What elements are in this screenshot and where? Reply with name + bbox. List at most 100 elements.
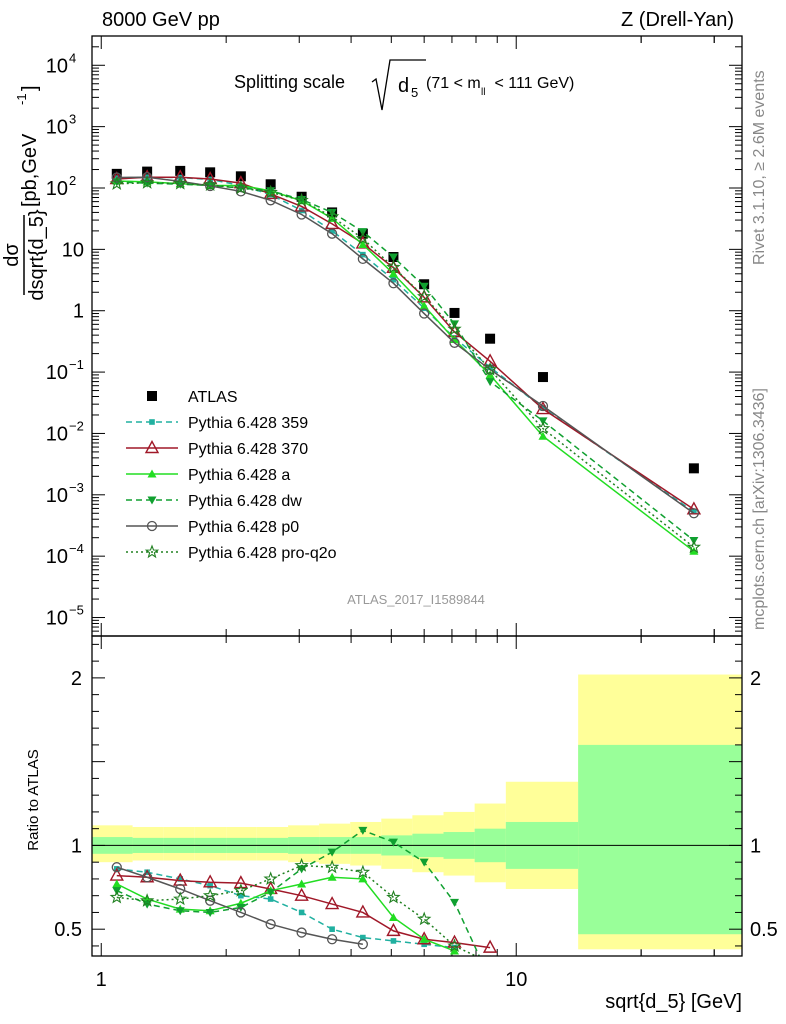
marker-open-star bbox=[386, 889, 401, 904]
header-left: 8000 GeV pp bbox=[102, 9, 220, 31]
marker-open-star bbox=[324, 859, 340, 874]
marker-triangle-down bbox=[388, 838, 398, 847]
series bbox=[112, 178, 699, 546]
marker-open-star bbox=[417, 289, 432, 303]
legend-entry: Pythia 6.428 p0 bbox=[126, 519, 299, 536]
series-line bbox=[116, 176, 695, 513]
marker-open-circle bbox=[357, 939, 369, 950]
x-tick-label: 10 bbox=[505, 969, 527, 991]
marker-open-star bbox=[417, 911, 432, 926]
marker-triangle bbox=[112, 879, 122, 888]
y-tick-base: 10 bbox=[46, 485, 68, 507]
marker-small-square bbox=[487, 364, 493, 371]
marker-open-triangle bbox=[233, 875, 249, 889]
y-tick-exponent: −2 bbox=[69, 418, 84, 433]
y-tick-label: 10 −5 bbox=[46, 603, 84, 630]
marker-triangle-down bbox=[175, 180, 185, 189]
rivet-label: Rivet 3.1.10, ≥ 2.6M events bbox=[751, 70, 768, 265]
marker-square bbox=[147, 391, 157, 401]
series-line bbox=[116, 181, 695, 548]
marker-open-triangle bbox=[294, 887, 309, 901]
x-axis-label: sqrt{d_5} [GeV] bbox=[605, 991, 742, 1013]
marker-open-star bbox=[686, 539, 702, 554]
y-tick-base: 10 bbox=[46, 178, 68, 200]
marker-triangle bbox=[327, 872, 337, 881]
legend-label: Pythia 6.428 pro-q2o bbox=[188, 545, 337, 562]
marker-small-square bbox=[149, 419, 155, 425]
y-tick-exponent: −5 bbox=[69, 603, 84, 618]
x-tick-label: 1 bbox=[96, 969, 107, 991]
ratio-y-tick-label-right: 1 bbox=[750, 835, 761, 857]
marker-open-triangle bbox=[202, 874, 218, 888]
marker-square bbox=[449, 307, 460, 318]
y-tick-exponent: 3 bbox=[69, 112, 76, 127]
marker-open-circle bbox=[419, 308, 430, 319]
marker-open-star bbox=[386, 259, 401, 274]
marker-open-star bbox=[294, 857, 309, 872]
series bbox=[109, 175, 702, 554]
header-right: Z (Drell-Yan) bbox=[621, 9, 734, 31]
marker-open-circle bbox=[141, 872, 153, 883]
marker-small-square bbox=[238, 892, 244, 899]
marker-open-star bbox=[109, 176, 124, 190]
marker-open-star bbox=[263, 871, 278, 886]
marker-open-triangle bbox=[355, 904, 371, 918]
marker-open-star bbox=[233, 180, 249, 195]
y-tick-base: 10 bbox=[62, 239, 84, 261]
y-tick-base: 10 bbox=[46, 608, 68, 630]
marker-triangle-down bbox=[266, 888, 276, 897]
ratio-line bbox=[116, 876, 455, 952]
ratio-content bbox=[92, 674, 742, 984]
marker-small-square bbox=[177, 876, 184, 882]
legend-entry: Pythia 6.428 370 bbox=[126, 440, 308, 458]
ratio-line bbox=[116, 868, 455, 949]
band-stat-bin bbox=[578, 744, 742, 935]
marker-open-triangle bbox=[386, 922, 401, 937]
title-main: Splitting scale bbox=[234, 72, 345, 92]
y-tick-exponent: −4 bbox=[69, 541, 84, 556]
ylabel-units: [pb,GeV bbox=[19, 133, 41, 207]
marker-open-circle bbox=[265, 919, 276, 930]
marker-open-circle bbox=[235, 186, 247, 197]
ylabel-units-close: ] bbox=[19, 85, 41, 91]
marker-triangle-down bbox=[388, 253, 398, 262]
marker-open-triangle bbox=[482, 353, 498, 367]
marker-open-triangle bbox=[686, 501, 702, 515]
marker-open-circle bbox=[111, 862, 122, 873]
legend-entry: Pythia 6.428 dw bbox=[126, 493, 302, 510]
marker-open-star bbox=[447, 321, 462, 336]
marker-small-square bbox=[298, 909, 305, 916]
marker-small-square bbox=[390, 276, 397, 283]
y-tick-label: 10 bbox=[62, 239, 84, 261]
y-tick-base: 1 bbox=[73, 301, 84, 323]
marker-small-square bbox=[329, 926, 335, 932]
ratio-y-tick-label-right: 0.5 bbox=[750, 919, 778, 941]
y-tick-exponent: 2 bbox=[69, 173, 76, 188]
marker-open-star bbox=[263, 184, 278, 199]
marker-open-star bbox=[139, 175, 155, 189]
y-tick-exponent: −3 bbox=[69, 480, 84, 495]
marker-open-circle bbox=[141, 172, 153, 183]
marker-triangle bbox=[419, 934, 429, 943]
marker-triangle-down bbox=[486, 976, 495, 984]
ratio-plot: 1 10 0.5 0.5 1 1 2 2 bbox=[54, 635, 778, 991]
marker-triangle bbox=[419, 301, 429, 310]
marker-triangle bbox=[147, 469, 157, 478]
marker-triangle bbox=[689, 546, 699, 555]
legend-label: Pythia 6.428 370 bbox=[188, 441, 308, 458]
marker-open-circle bbox=[326, 934, 338, 945]
ratio-series bbox=[109, 857, 491, 956]
marker-square bbox=[485, 333, 496, 344]
title-range-sub: ll bbox=[481, 87, 485, 98]
title-range-b: < 111 GeV) bbox=[490, 75, 574, 92]
title-range-a: (71 < m bbox=[426, 75, 481, 92]
marker-open-star bbox=[233, 883, 249, 897]
marker-open-triangle bbox=[416, 931, 432, 945]
marker-open-triangle bbox=[324, 896, 340, 910]
marker-open-star bbox=[355, 231, 371, 245]
marker-open-circle bbox=[449, 337, 460, 348]
marker-open-star bbox=[139, 893, 155, 907]
ratio-frame bbox=[91, 635, 743, 957]
